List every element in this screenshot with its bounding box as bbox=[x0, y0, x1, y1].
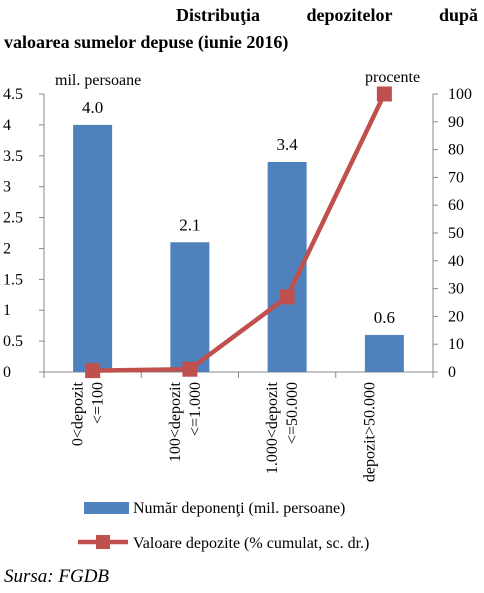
title-line-1: Distribuţia depozitelor după bbox=[4, 2, 478, 29]
legend-label-bars: Număr deponenţi (mil. persoane) bbox=[133, 500, 345, 517]
y-right-tick-label: 90 bbox=[448, 114, 464, 131]
y-left-tick-label: 3 bbox=[3, 179, 11, 196]
line-marker bbox=[85, 363, 101, 379]
bar-data-label: 3.4 bbox=[277, 135, 299, 154]
legend-swatch-marker bbox=[96, 535, 110, 549]
line-marker bbox=[376, 86, 392, 102]
y-right-tick-label: 100 bbox=[448, 86, 472, 103]
line-marker bbox=[279, 289, 295, 305]
x-tick-label: 0<depozit <=100 bbox=[70, 381, 107, 446]
x-tick-label-line: <=100 bbox=[90, 382, 107, 424]
y-left-tick-label: 2 bbox=[3, 240, 11, 257]
y-right-tick-label: 10 bbox=[448, 336, 464, 353]
y-left-tick-label: 0.5 bbox=[3, 333, 23, 350]
title-word-3: după bbox=[438, 5, 478, 25]
y-left-tick-label: 2.5 bbox=[3, 210, 23, 227]
y-left-tick-label: 1 bbox=[3, 302, 11, 319]
x-tick-label-line: 0<depozit bbox=[70, 381, 87, 446]
x-tick-label-line: depozit>50.000 bbox=[361, 382, 378, 482]
x-tick-label-line: <=1.000 bbox=[187, 382, 204, 436]
y-left-tick-label: 3.5 bbox=[3, 148, 23, 165]
y-left-axis-label: mil. persoane bbox=[55, 72, 141, 89]
x-tick-label: 100<depozit <=1.000 bbox=[167, 381, 204, 462]
x-tick-label-line: 1.000<depozit bbox=[264, 381, 281, 474]
bar-data-label: 4.0 bbox=[82, 98, 103, 117]
line-marker bbox=[182, 361, 198, 377]
line-series bbox=[92, 93, 387, 373]
y-right-tick-label: 40 bbox=[448, 253, 464, 270]
source-note: Sursa: FGDB bbox=[4, 566, 110, 587]
y-right-tick-label: 70 bbox=[448, 169, 464, 186]
x-tick-label-line: 100<depozit bbox=[167, 381, 184, 462]
legend-label-line: Valoare depozite (% cumulat, sc. dr.) bbox=[133, 535, 369, 552]
legend-swatch-bars bbox=[84, 502, 129, 514]
title-word-2: depozitelor bbox=[306, 5, 393, 25]
y-right-axis-label: procente bbox=[365, 69, 420, 86]
y-right-tick-label: 50 bbox=[448, 225, 464, 242]
y-left-tick-label: 4.5 bbox=[3, 86, 23, 103]
title-line-2: valoarea sumelor depuse (iunie 2016) bbox=[4, 32, 289, 52]
y-left-tick-label: 0 bbox=[3, 364, 11, 381]
chart-title: Distribuţia depozitelor după valoarea su… bbox=[4, 2, 478, 56]
bar bbox=[170, 242, 210, 372]
bar bbox=[364, 334, 404, 372]
y-right-tick-label: 30 bbox=[448, 281, 464, 298]
x-tick-label: 1.000<depozit <=50.000 bbox=[264, 381, 301, 474]
x-tick-label: depozit>50.000 bbox=[361, 382, 378, 482]
bar bbox=[73, 124, 113, 372]
y-right-tick-label: 20 bbox=[448, 308, 464, 325]
y-right-tick-label: 60 bbox=[448, 197, 464, 214]
bar-data-label: 0.6 bbox=[374, 308, 395, 327]
y-left-tick-label: 1.5 bbox=[3, 271, 23, 288]
y-right-tick-label: 0 bbox=[448, 364, 456, 381]
title-word-1: Distribuţia bbox=[176, 5, 261, 25]
y-right-tick-label: 80 bbox=[448, 142, 464, 159]
bar-data-label: 2.1 bbox=[179, 215, 200, 234]
x-tick-label-line: <=50.000 bbox=[284, 382, 301, 444]
y-left-tick-label: 4 bbox=[3, 117, 11, 134]
